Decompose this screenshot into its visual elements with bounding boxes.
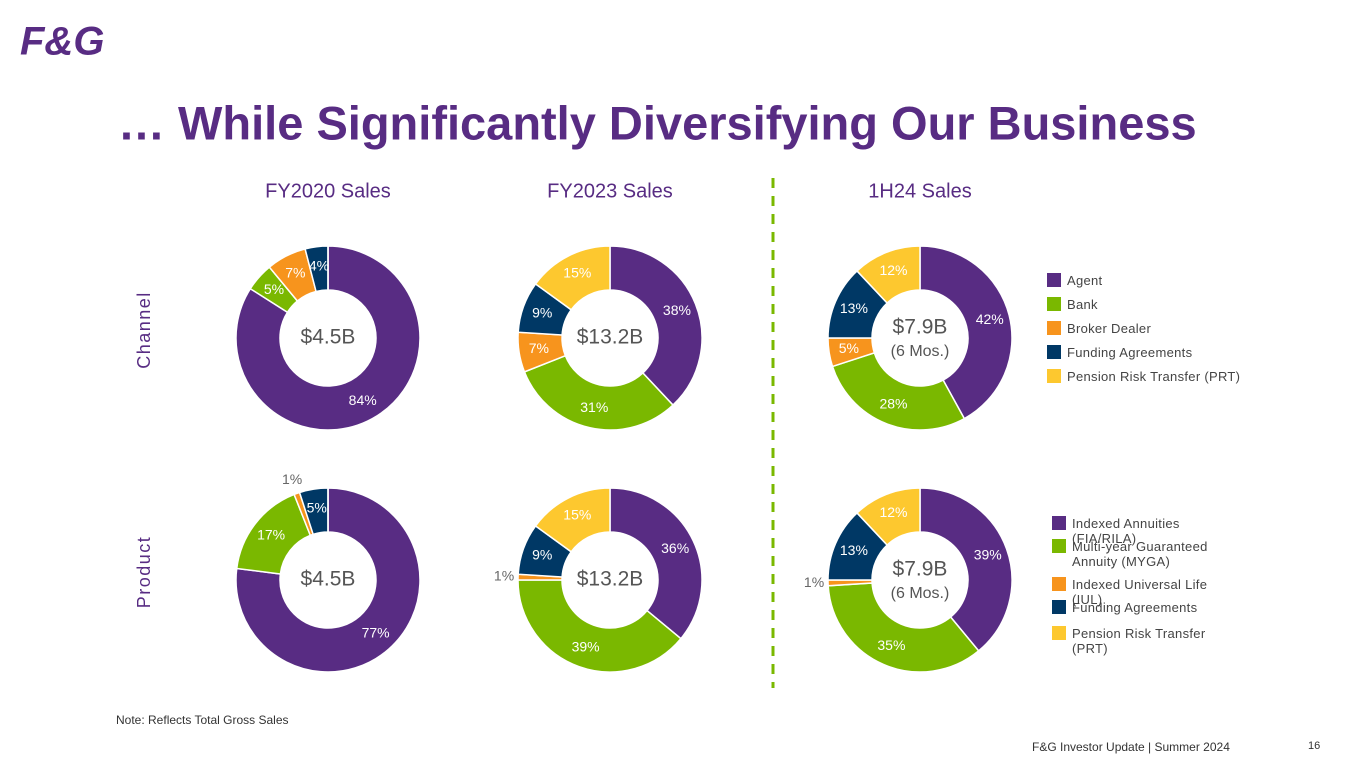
column-title: FY2020 Sales [265,180,391,202]
legend-label: Agent [1067,273,1103,288]
center-sublabel: (6 Mos.) [891,585,950,602]
legend-swatch [1052,626,1066,640]
value-label: 28% [879,396,907,412]
value-label: 1% [494,567,514,583]
column-title: FY2023 Sales [547,180,673,202]
legend-item: Broker Dealer [1047,321,1267,336]
value-label: 39% [572,638,600,654]
value-label: 7% [529,340,549,356]
legend-item: Pension Risk Transfer (PRT) [1047,369,1267,384]
value-label: 1% [282,471,302,487]
page-number: 16 [1308,740,1320,752]
donut-slice [235,245,421,431]
value-label: 12% [879,262,907,278]
value-label: 9% [532,304,552,320]
legend-label: Bank [1067,297,1098,312]
legend-swatch [1047,321,1061,335]
value-label: 77% [362,625,390,641]
donut-slice [855,487,921,547]
legend-label: Funding Agreements [1067,345,1193,360]
donut-slice [534,487,611,553]
legend-item: Bank [1047,297,1267,312]
donut-slice [855,245,921,305]
legend-label: Broker Dealer [1067,321,1152,336]
center-label: $13.2B [577,568,644,591]
legend-label: Indexed Universal Life (IUL) [1072,577,1208,607]
donut-slice [523,354,675,431]
legend-swatch [1047,369,1061,383]
center-sublabel: (6 Mos.) [891,343,950,360]
center-label: $7.9B [893,558,948,581]
center-label: $4.5B [301,568,356,591]
legend-item: Funding Agreements [1052,600,1232,615]
legend-swatch [1052,600,1066,614]
value-label: 31% [580,399,608,415]
donut-slice [831,351,966,431]
donut-slice [517,579,682,673]
value-label: 13% [840,542,868,558]
legend-swatch [1047,273,1061,287]
value-label: 39% [974,546,1002,562]
value-label: 1% [804,574,824,590]
donut-slice [609,245,703,407]
logo: F&G [20,20,104,64]
legend-label: Indexed Annuities (FIA/RILA) [1072,516,1180,546]
value-label: 5% [839,340,859,356]
value-label: 35% [877,637,905,653]
note: Note: Reflects Total Gross Sales [116,713,289,727]
donut-slice [827,582,980,673]
value-label: 17% [257,527,285,543]
column-title: 1H24 Sales [868,180,971,202]
value-label: 12% [879,504,907,520]
value-label: 42% [976,311,1004,327]
legend-item: Indexed Annuities (FIA/RILA) [1052,516,1232,546]
legend-item: Multi-year Guaranteed Annuity (MYGA) [1052,539,1232,569]
legend-swatch [1047,345,1061,359]
legend-label: Multi-year Guaranteed Annuity (MYGA) [1072,539,1208,569]
row-label: Product [134,536,154,609]
legend-item: Funding Agreements [1047,345,1267,360]
value-label: 9% [532,546,552,562]
donut-slice [235,487,421,673]
legend-item: Indexed Universal Life (IUL) [1052,577,1232,607]
legend-item: Pension Risk Transfer (PRT) [1052,626,1232,656]
legend-label: Funding Agreements [1072,600,1198,615]
value-label: 15% [563,507,591,523]
legend-label: Pension Risk Transfer (PRT) [1072,626,1206,656]
value-label: 7% [285,265,305,281]
center-label: $13.2B [577,326,644,349]
footer: F&G Investor Update | Summer 2024 [1032,740,1230,754]
value-label: 15% [563,265,591,281]
slide-title: … While Significantly Diversifying Our B… [118,96,1197,149]
legend-swatch [1052,577,1066,591]
value-label: 5% [264,281,284,297]
value-label: 4% [309,257,329,273]
center-label: $4.5B [301,326,356,349]
legend-swatch [1052,539,1066,553]
legend-swatch [1047,297,1061,311]
legend-item: Agent [1047,273,1267,288]
value-label: 38% [663,302,691,318]
legend-swatch [1052,516,1066,530]
value-label: 13% [840,300,868,316]
legend-label: Pension Risk Transfer (PRT) [1067,369,1241,384]
value-label: 5% [307,500,327,516]
value-label: 36% [661,540,689,556]
donut-slice [919,245,1013,420]
row-label: Channel [134,291,154,369]
center-label: $7.9B [893,316,948,339]
donut-slice [919,487,1013,652]
donut-slice [534,245,611,311]
donut-slice [609,487,703,640]
value-label: 84% [349,392,377,408]
